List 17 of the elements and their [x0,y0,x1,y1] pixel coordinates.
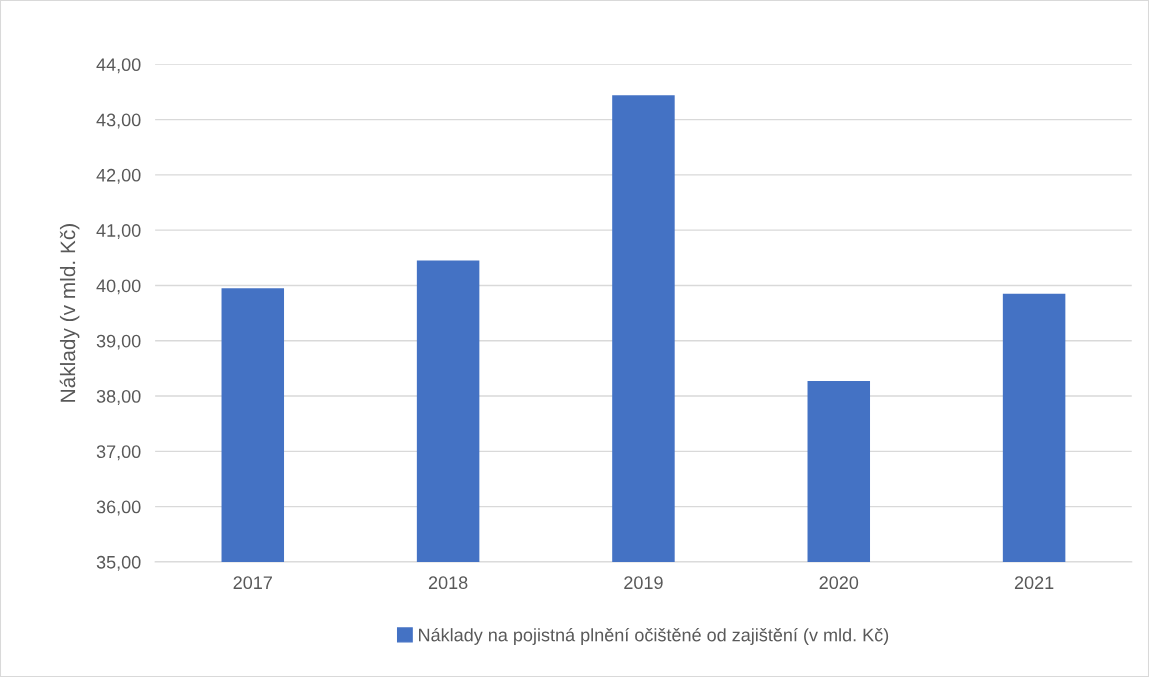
x-tick-label: 2017 [233,576,272,590]
y-tick-label: 40,00 [96,279,141,295]
legend-label: Náklady na pojistná plnění očištěné od zajištění (v mld. Kč) [419,627,889,645]
y-tick-label: 35,00 [96,555,141,571]
x-tick-label: 2020 [819,576,859,590]
y-tick-label: 44,00 [96,58,141,74]
y-tick-label: 43,00 [96,113,141,129]
y-tick-label: 41,00 [96,224,141,240]
y-tick-label: 38,00 [96,389,141,405]
x-tick-label: 2018 [428,576,468,590]
x-tick-label: 2021 [1014,576,1054,590]
x-tick-label: 2019 [624,576,663,590]
y-tick-label: 39,00 [96,334,141,350]
y-tick-label: 42,00 [96,168,141,184]
y-axis-title: Náklady (v mld. Kč) [59,224,80,402]
y-tick-label: 36,00 [96,500,141,516]
y-tick-label: 37,00 [96,445,141,461]
